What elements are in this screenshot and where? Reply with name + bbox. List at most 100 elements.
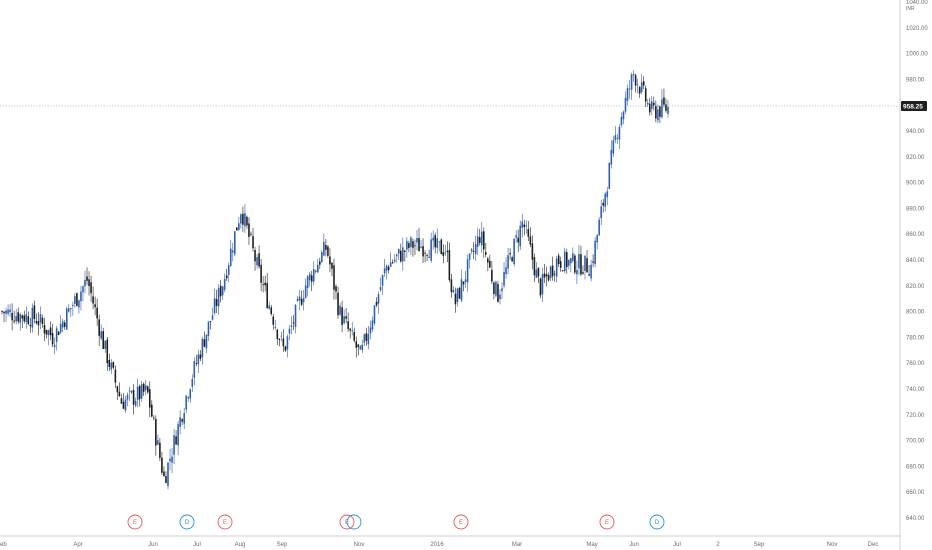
candle-up <box>476 236 479 247</box>
candle-up <box>626 88 629 101</box>
time-axis[interactable]: eb Apr Jun Jul Aug Sep Nov 2016 Mar May Jun Jul 2 Sep… <box>0 542 878 548</box>
x-tick-label: Jul <box>193 542 201 548</box>
candle-up <box>306 276 309 289</box>
y-tick-label: 640.00 <box>906 516 925 522</box>
candle-up <box>268 305 271 309</box>
y-tick-label: 860.00 <box>906 232 925 238</box>
candle-down <box>45 329 48 335</box>
candle-up <box>316 264 319 273</box>
event-label: D <box>185 520 190 526</box>
dividend-marker[interactable]: D <box>179 514 195 530</box>
candle-down <box>106 339 109 364</box>
candle-down <box>260 264 262 283</box>
candle-up <box>385 265 388 271</box>
candle-down <box>448 250 451 281</box>
candle-down <box>250 233 252 235</box>
candle-up <box>608 163 611 189</box>
candle-down <box>545 274 548 277</box>
candle-up <box>363 334 366 343</box>
current-price-badge <box>901 101 927 111</box>
candle-down <box>485 252 487 255</box>
candle-down <box>1 311 3 312</box>
candle-up <box>622 111 625 120</box>
candle-down <box>258 253 260 267</box>
candle-up <box>395 254 398 257</box>
candle-down <box>163 471 165 477</box>
candle-up <box>256 257 258 266</box>
candle-up <box>367 333 370 345</box>
candle-up <box>640 82 643 93</box>
candle-down <box>254 250 256 262</box>
candle-up <box>302 298 305 303</box>
y-tick-label: 840.00 <box>906 258 925 264</box>
candle-up <box>140 384 143 399</box>
candle-up <box>351 330 354 332</box>
candle-up <box>144 385 147 390</box>
candle-down <box>547 275 550 281</box>
candle-up <box>189 389 192 399</box>
candle-down <box>63 322 66 327</box>
candle-down <box>408 243 410 248</box>
y-tick-label: 660.00 <box>906 490 925 496</box>
candle-up <box>410 237 412 248</box>
candle-down <box>539 278 542 296</box>
earnings-marker[interactable]: E <box>127 514 143 530</box>
candle-down <box>114 369 117 383</box>
earnings-marker[interactable]: E <box>453 514 469 530</box>
candle-up <box>128 390 131 392</box>
candle-down <box>588 274 590 276</box>
candle-down <box>553 273 556 275</box>
candle-down <box>551 265 554 277</box>
candle-up <box>169 458 171 462</box>
candle-up <box>288 328 291 334</box>
candle-down <box>442 252 445 257</box>
candle-down <box>98 319 100 336</box>
dividend-marker-overlap[interactable] <box>346 514 362 530</box>
candle-up <box>183 413 185 424</box>
candle-up <box>624 97 627 112</box>
price-axis[interactable]: 1040.001020.001000.00980.00960.00940.009… <box>906 0 928 522</box>
candle-up <box>610 149 613 165</box>
y-tick-label: 800.00 <box>906 310 925 316</box>
earnings-marker[interactable]: E <box>599 514 615 530</box>
candle-up <box>39 314 42 323</box>
candle-up <box>70 307 72 310</box>
event-circle <box>453 514 469 530</box>
candle-down <box>497 284 499 302</box>
candle-up <box>19 314 22 323</box>
candle-down <box>146 386 149 393</box>
x-tick-label: Jul <box>673 542 681 548</box>
candle-up <box>80 291 82 302</box>
candle-up <box>379 286 382 291</box>
candle-down <box>278 338 281 340</box>
candle-down <box>533 257 536 276</box>
candle-up <box>274 327 277 328</box>
y-tick-label: 700.00 <box>906 439 925 445</box>
candle-down <box>653 102 655 106</box>
candle-down <box>399 250 402 262</box>
candle-down <box>116 386 119 393</box>
dividend-marker[interactable]: D <box>649 514 665 530</box>
candle-up <box>223 279 226 290</box>
candle-down <box>592 261 594 263</box>
candle-down <box>663 97 665 105</box>
candle-up <box>464 279 467 283</box>
candle-down <box>561 270 564 272</box>
candle-up <box>480 231 483 246</box>
candle-down <box>387 266 390 271</box>
candle-up <box>15 315 17 322</box>
candle-down <box>642 81 645 86</box>
event-label: E <box>223 520 227 526</box>
candle-down <box>236 227 238 231</box>
candle-down <box>51 333 54 345</box>
candle-down <box>511 257 513 262</box>
candle-down <box>155 418 157 446</box>
candlestick-series <box>1 70 669 490</box>
candle-down <box>345 316 347 319</box>
candle-down <box>21 315 24 319</box>
candle-up <box>612 140 615 154</box>
earnings-marker[interactable]: E <box>217 514 233 530</box>
candle-down <box>644 88 647 102</box>
